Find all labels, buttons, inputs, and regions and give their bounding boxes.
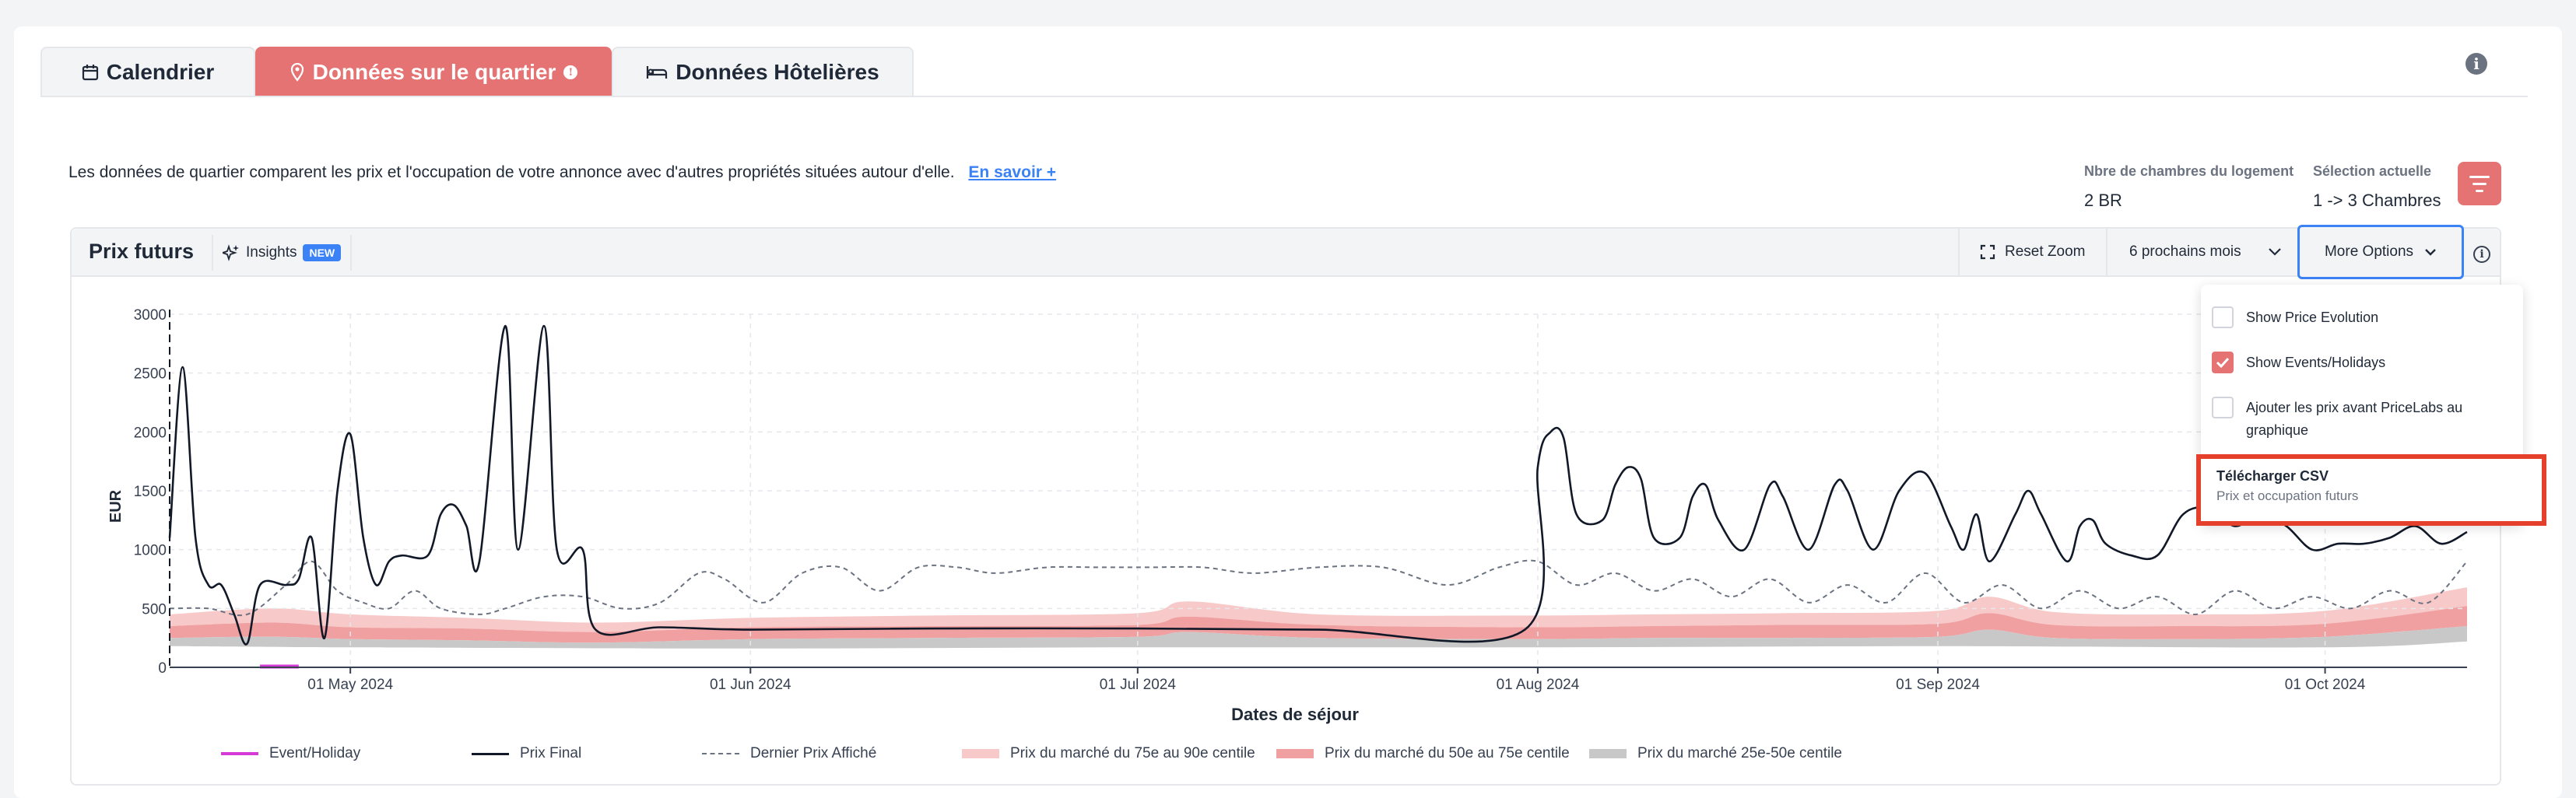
chart-panel (70, 227, 2501, 786)
csv-title: Télécharger CSV (2216, 468, 2329, 484)
chart-toolbar: Prix futurs Insights NEW Reset Zoom 6 pr… (72, 229, 2500, 277)
fullscreen-icon (1980, 244, 1995, 260)
option-pre-pricelabs-prices[interactable]: Ajouter les prix avant PriceLabs au grap… (2212, 397, 2500, 442)
tab-hotel[interactable]: Données Hôtelières (612, 47, 914, 96)
legend-label: Dernier Prix Affiché (750, 745, 877, 761)
legend-swatch (1589, 749, 1627, 758)
range-select[interactable]: 6 prochains mois (2106, 229, 2297, 275)
legend-swatch (1276, 749, 1314, 758)
tab-bar: Calendrier Données sur le quartier ! Don… (40, 47, 914, 96)
x-tick-label: 01 Jul 2024 (1100, 677, 1177, 693)
option-price-evolution[interactable]: Show Price Evolution (2212, 306, 2378, 328)
new-badge: NEW (303, 244, 342, 261)
x-tick-label: 01 Jun 2024 (710, 677, 791, 693)
option-label: Show Price Evolution (2246, 310, 2379, 325)
legend-label: Prix Final (520, 745, 582, 761)
tab-divider (40, 96, 2528, 97)
reset-zoom-button[interactable]: Reset Zoom (1958, 229, 2106, 275)
legend-label: Prix du marché 25e-50e centile (1637, 745, 1842, 761)
sparkle-icon (223, 244, 239, 261)
filter-button[interactable] (2458, 162, 2501, 205)
y-tick-label: 1500 (134, 484, 167, 500)
series-final-price (168, 324, 2468, 646)
y-tick-label: 1000 (134, 543, 167, 559)
more-options-label: More Options (2324, 243, 2414, 260)
tab-calendar-label: Calendrier (106, 60, 215, 84)
checkbox[interactable] (2212, 397, 2234, 418)
insights-button[interactable]: Insights NEW (212, 235, 353, 271)
band-50-75 (170, 606, 2467, 643)
legend-label: Event/Holiday (269, 745, 361, 761)
description-text: Les données de quartier comparent les pr… (68, 163, 955, 181)
series-last-displayed-price (169, 559, 2468, 617)
y-axis-title: EUR (107, 489, 125, 523)
bedrooms-label: Nbre de chambres du logement (2084, 163, 2294, 179)
selection-label: Sélection actuelle (2313, 163, 2432, 179)
legend-item[interactable]: Dernier Prix Affiché (702, 745, 876, 762)
option-label: Ajouter les prix avant PriceLabs au grap… (2246, 400, 2463, 438)
more-options-button[interactable]: More Options (2297, 225, 2464, 279)
y-tick-label: 2000 (134, 425, 167, 441)
legend-swatch (472, 752, 509, 755)
tab-info-icon: ! (563, 65, 578, 79)
option-events-holidays[interactable]: Show Events/Holidays (2212, 352, 2385, 373)
chevron-down-icon (2425, 249, 2436, 256)
csv-subtitle: Prix et occupation futurs (2216, 488, 2359, 503)
learn-more-link[interactable]: En savoir + (968, 163, 1057, 181)
option-label: Show Events/Holidays (2246, 355, 2386, 370)
insights-label: Insights (246, 244, 297, 261)
legend-item[interactable]: Prix Final (472, 745, 581, 762)
bedrooms-value: 2 BR (2084, 191, 2122, 210)
tab-hotel-label: Données Hôtelières (676, 60, 879, 84)
bed-icon (647, 66, 668, 79)
tab-neighborhood-label: Données sur le quartier (312, 60, 556, 84)
tab-neighborhood[interactable]: Données sur le quartier ! (255, 47, 612, 96)
description: Les données de quartier comparent les pr… (68, 163, 1056, 182)
x-tick-label: 01 May 2024 (307, 677, 393, 693)
x-tick-label: 01 Oct 2024 (2285, 677, 2366, 693)
calendar-icon (82, 65, 98, 81)
legend-label: Prix du marché du 50e au 75e centile (1325, 745, 1570, 761)
chart-info-icon[interactable]: i (2473, 246, 2490, 263)
legend-item[interactable]: Prix du marché du 75e au 90e centile (962, 745, 1255, 762)
checkbox[interactable] (2212, 306, 2234, 328)
band-25-50 (170, 626, 2467, 649)
tab-calendar[interactable]: Calendrier (40, 47, 255, 96)
map-pin-icon (290, 63, 304, 82)
legend-item[interactable]: Prix du marché du 50e au 75e centile (1276, 745, 1570, 762)
legend-swatch (702, 753, 739, 754)
chevron-down-icon (2268, 248, 2281, 256)
chart-title: Prix futurs (89, 240, 195, 263)
x-tick-label: 01 Sep 2024 (1896, 677, 1980, 693)
band-75-90 (170, 587, 2467, 632)
y-tick-label: 3000 (134, 307, 167, 324)
x-axis-title: Dates de séjour (1231, 705, 1359, 724)
selection-value: 1 -> 3 Chambres (2313, 191, 2441, 210)
y-tick-label: 2500 (134, 366, 167, 383)
legend-item[interactable]: Prix du marché 25e-50e centile (1589, 745, 1842, 762)
checkbox[interactable] (2212, 352, 2234, 373)
legend-label: Prix du marché du 75e au 90e centile (1010, 745, 1255, 761)
bedrooms-stat: Nbre de chambres du logement 2 BR (2084, 163, 2293, 211)
y-tick-label: 0 (158, 660, 167, 677)
legend-item[interactable]: Event/Holiday (221, 745, 360, 762)
legend-swatch (221, 752, 258, 755)
info-icon[interactable]: i (2465, 53, 2487, 75)
download-csv-option[interactable]: Télécharger CSV Prix et occupation futur… (2196, 454, 2546, 526)
reset-zoom-label: Reset Zoom (2005, 243, 2086, 260)
legend-swatch (962, 749, 999, 758)
selection-stat: Sélection actuelle 1 -> 3 Chambres (2313, 163, 2441, 211)
range-label: 6 prochains mois (2129, 243, 2241, 260)
y-tick-label: 500 (142, 601, 167, 618)
x-tick-label: 01 Aug 2024 (1497, 677, 1580, 693)
